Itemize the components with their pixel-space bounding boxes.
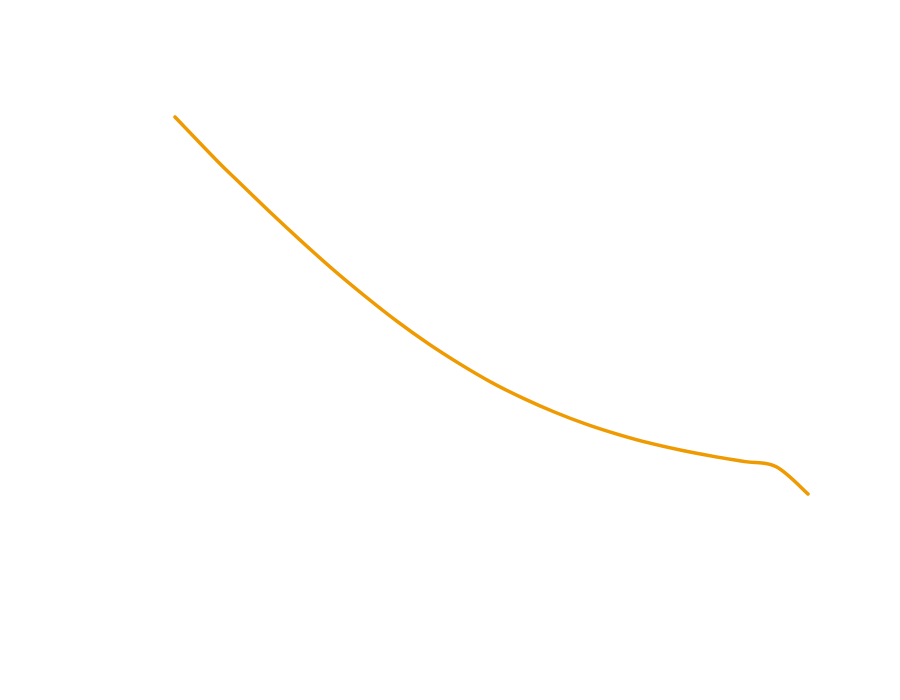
series-layer (173, 115, 810, 496)
series-line-0 (173, 115, 810, 496)
